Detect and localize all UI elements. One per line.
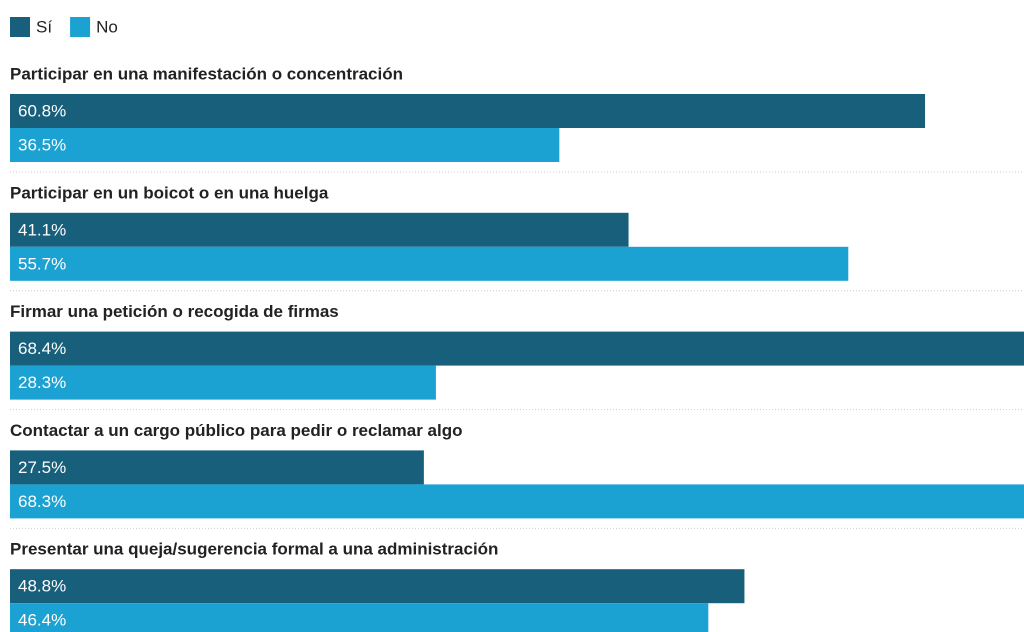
bar (10, 212, 629, 247)
value-label: 55.7% (18, 254, 66, 273)
category-label: Contactar a un cargo público para pedir … (10, 421, 463, 440)
bar (10, 569, 745, 604)
category-label: Participar en un boicot o en una huelga (10, 183, 329, 202)
value-label: 46.4% (18, 611, 66, 630)
bar (10, 603, 709, 632)
bar (10, 365, 436, 400)
category-label: Firmar una petición o recogida de firmas (10, 302, 339, 321)
bar (10, 246, 849, 281)
legend-swatch (70, 17, 91, 37)
value-label: 68.4% (18, 339, 66, 358)
value-label: 27.5% (18, 458, 66, 477)
value-label: 41.1% (18, 220, 66, 239)
value-label: 60.8% (18, 101, 66, 120)
legend-swatch (10, 17, 30, 37)
legend-label: No (96, 17, 118, 36)
value-label: 28.3% (18, 373, 66, 392)
bar (10, 484, 1024, 519)
value-label: 68.3% (18, 492, 66, 511)
bar (10, 128, 560, 162)
legend-label: Sí (36, 17, 52, 36)
bar (10, 450, 424, 485)
bar (10, 94, 926, 128)
bar (10, 331, 1024, 366)
value-label: 48.8% (18, 577, 66, 596)
value-label: 36.5% (18, 135, 66, 154)
category-label: Participar en una manifestación o concen… (10, 64, 403, 83)
category-label: Presentar una queja/sugerencia formal a … (10, 540, 498, 559)
